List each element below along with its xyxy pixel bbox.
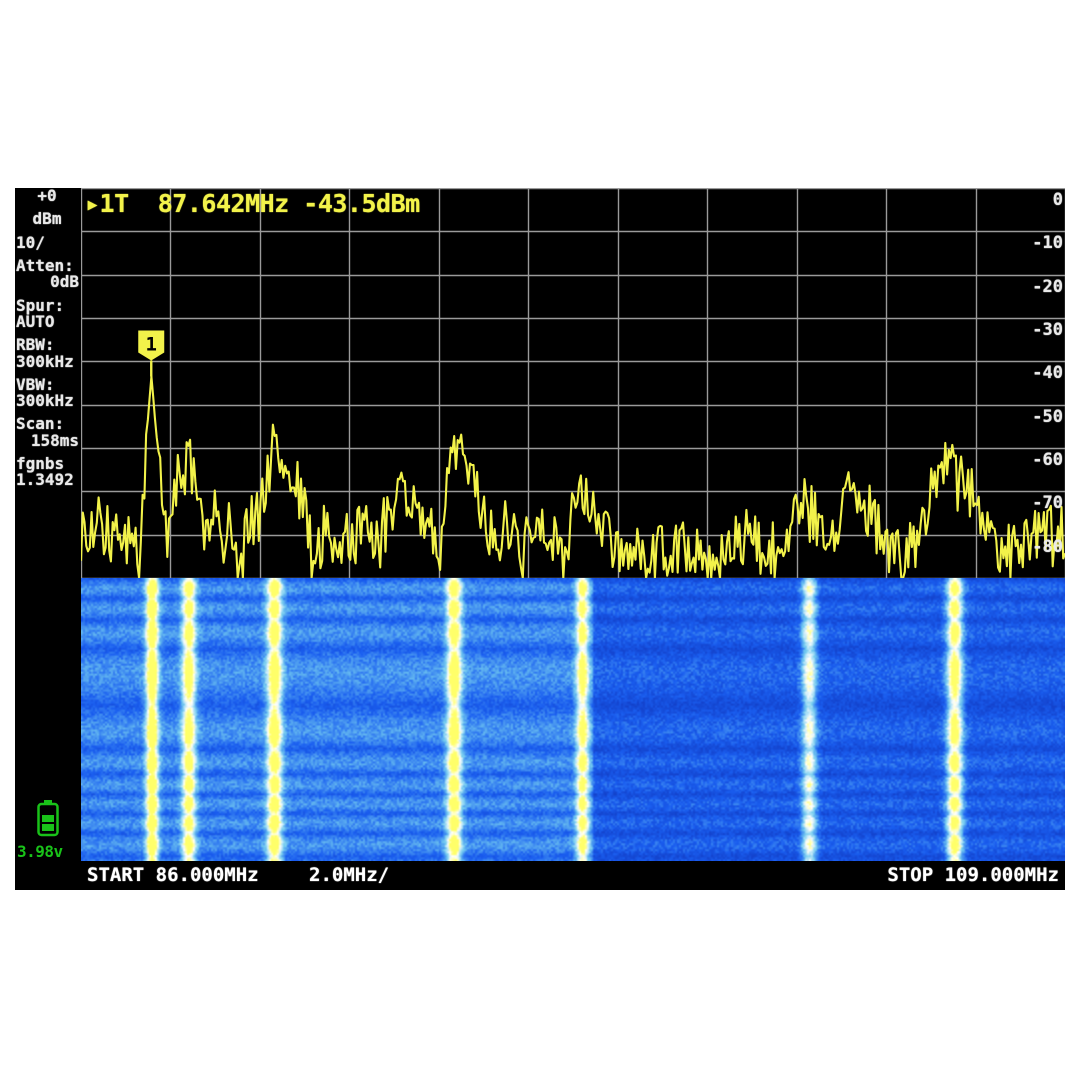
- y-tick-label: -70: [1032, 493, 1063, 514]
- battery-voltage: 3.98v: [17, 841, 63, 861]
- start-frequency: START 86.000MHz: [87, 864, 259, 886]
- y-tick-label: -30: [1032, 320, 1063, 340]
- spectrum-plot[interactable]: 1 ▸1T 87.642MHz -43.5dBm 0 -10 -20 -30 -40 -5…: [81, 188, 1065, 578]
- ref-level-value: +0: [37, 186, 57, 205]
- spur-label: Spur:: [16, 295, 65, 315]
- atten-label: Atten:: [16, 255, 74, 275]
- span-per-division: 2.0MHz/: [309, 864, 390, 886]
- frequency-footer: START 86.000MHz 2.0MHz/ STOP 109.000MHz: [81, 861, 1065, 890]
- status-sidebar: +0 dBm 10/ Atten: 0dB Spur: AUTO RBW: 30…: [15, 186, 81, 890]
- mode-value: 1.3492: [16, 470, 74, 490]
- y-axis-labels: 0 -10 -20 -30 -40 -50 -60 -70 -80: [1017, 188, 1065, 578]
- vbw-label: VBW:: [16, 374, 55, 394]
- y-tick-label: -60: [1032, 450, 1063, 470]
- rbw-value: 300kHz: [16, 351, 74, 371]
- vbw-value: 300kHz: [16, 391, 74, 411]
- battery-indicator: 3.98v: [15, 799, 81, 860]
- atten-value: 0dB: [50, 272, 79, 292]
- spectrum-trace: 1: [81, 330, 1065, 578]
- y-tick-label: -20: [1032, 276, 1063, 297]
- mode-label: fgnbs: [16, 454, 65, 474]
- svg-text:1: 1: [146, 334, 157, 356]
- rbw-label: RBW:: [16, 335, 55, 355]
- y-tick-label: -50: [1032, 406, 1063, 427]
- y-tick-label: -40: [1032, 363, 1063, 384]
- battery-icon: [35, 799, 61, 842]
- y-tick-label: -80: [1032, 536, 1063, 557]
- waterfall-canvas: [81, 578, 1065, 861]
- unit-label: dBm: [32, 209, 62, 229]
- scale-per-div: 10/: [16, 232, 45, 252]
- y-tick-label: -10: [1032, 233, 1063, 254]
- spectrum-analyzer-screen: +0 dBm 10/ Atten: 0dB Spur: AUTO RBW: 30…: [15, 186, 1065, 890]
- scan-label: Scan:: [16, 414, 65, 434]
- waterfall-display[interactable]: [81, 578, 1065, 861]
- marker-readout: ▸1T 87.642MHz -43.5dBm: [85, 189, 420, 218]
- stop-frequency: STOP 109.000MHz: [887, 864, 1059, 886]
- scan-value: 158ms: [30, 430, 79, 450]
- y-tick-label: 0: [1052, 190, 1063, 210]
- spur-value: AUTO: [16, 311, 55, 331]
